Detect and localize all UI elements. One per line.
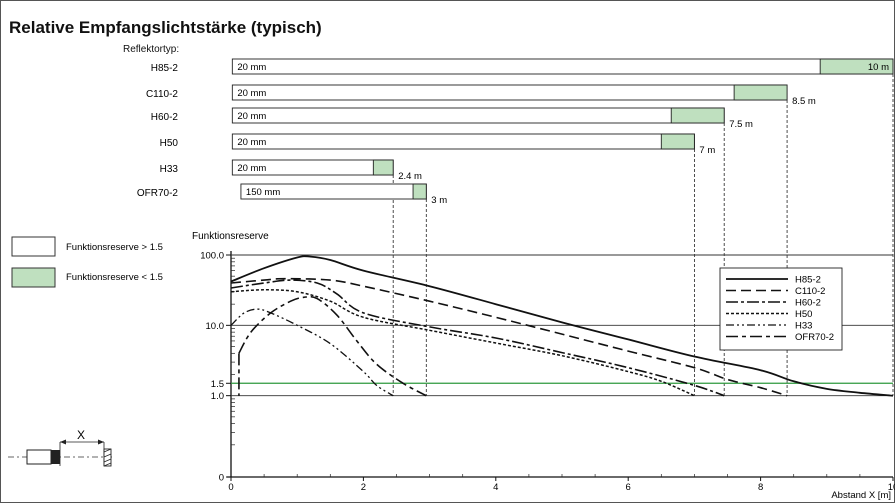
x-tick-label: 10 — [888, 482, 895, 493]
curve-h50 — [230, 289, 695, 397]
range-bar-end-text: 2.4 m — [398, 171, 422, 182]
x-tick-label: 6 — [626, 482, 631, 493]
legend-label: H33 — [795, 321, 812, 332]
y-tick-label: 1.5 — [211, 379, 224, 390]
range-bar-high — [231, 107, 725, 124]
range-bar-high — [231, 133, 695, 150]
reflector-type-label: Reflektortyp: — [123, 44, 179, 55]
range-bar-low — [412, 183, 427, 200]
range-bar-name: H85-2 — [151, 63, 179, 74]
range-bar-start-text: 20 mm — [237, 88, 266, 99]
range-bar-end-text: 7 m — [699, 145, 715, 156]
curve-h85-2 — [230, 255, 894, 397]
range-bar-high — [231, 84, 788, 101]
range-bar-low — [670, 107, 725, 124]
range-bar-start-text: 20 mm — [237, 163, 266, 174]
y-tick-label: 10.0 — [206, 321, 225, 332]
reserve-low-label: Funktionsreserve < 1.5 — [66, 272, 163, 283]
x-tick-label: 4 — [493, 482, 498, 493]
y-tick-label: 1.0 — [211, 391, 224, 402]
range-bar-high — [231, 58, 894, 75]
range-bar-start-text: 20 mm — [237, 111, 266, 122]
legend-label: OFR70-2 — [795, 332, 834, 343]
range-bar-low — [819, 58, 894, 75]
range-bar-end-text: 10 m — [868, 62, 889, 73]
legend-label: H50 — [795, 309, 812, 320]
curve-c110-2 — [230, 277, 788, 397]
range-bar-low — [372, 159, 394, 176]
range-bar-end-text: 3 m — [431, 195, 447, 206]
dimension-label: X — [77, 428, 85, 442]
range-bar-name: C110-2 — [146, 89, 178, 100]
y-axis-label: Funktionsreserve — [192, 231, 269, 242]
range-bars: H85-2 20 mm 10 m C110-2 20 mm 8.5 m H60-2 20 mm… — [137, 58, 894, 396]
y-tick-label: 0 — [219, 473, 224, 484]
range-bar-name: OFR70-2 — [137, 188, 179, 199]
range-bar-name: H33 — [160, 164, 179, 175]
range-bar-start-text: 20 mm — [237, 62, 266, 73]
curves — [230, 255, 894, 397]
legend-label: C110-2 — [795, 286, 825, 297]
x-axis-label: Abstand X [m] — [831, 490, 891, 501]
reserve-low-swatch — [11, 267, 56, 288]
x-tick-label: 0 — [228, 482, 233, 493]
dimension-diagram: X — [8, 428, 112, 467]
curve-h60-2 — [230, 279, 725, 397]
sensor-body — [26, 449, 52, 465]
x-tick-label: 2 — [361, 482, 366, 493]
reserve-legend: Funktionsreserve > 1.5 Funktionsreserve … — [11, 236, 163, 288]
legend-label: H60-2 — [795, 298, 821, 309]
curve-ofr70-2 — [238, 295, 427, 397]
x-tick-label: 8 — [758, 482, 763, 493]
range-bar-low — [660, 133, 695, 150]
range-bar-start-text: 20 mm — [237, 137, 266, 148]
range-bar-end-text: 7.5 m — [729, 119, 753, 130]
range-bar-end-text: 8.5 m — [792, 96, 816, 107]
range-bar-low — [733, 84, 788, 101]
reflector-symbol — [103, 448, 112, 467]
reserve-high-label: Funktionsreserve > 1.5 — [66, 242, 163, 253]
y-tick-label: 100.0 — [200, 251, 224, 262]
range-bar-name: H50 — [160, 138, 179, 149]
legend-label: H85-2 — [795, 275, 821, 286]
range-bar-name: H60-2 — [151, 112, 179, 123]
chart-title: Relative Empfangslichtstärke (typisch) — [9, 18, 322, 37]
range-bar-start-text: 150 mm — [246, 187, 280, 198]
curve-h33 — [230, 308, 394, 397]
reserve-high-swatch — [11, 236, 56, 257]
sensor-lens — [51, 450, 60, 464]
